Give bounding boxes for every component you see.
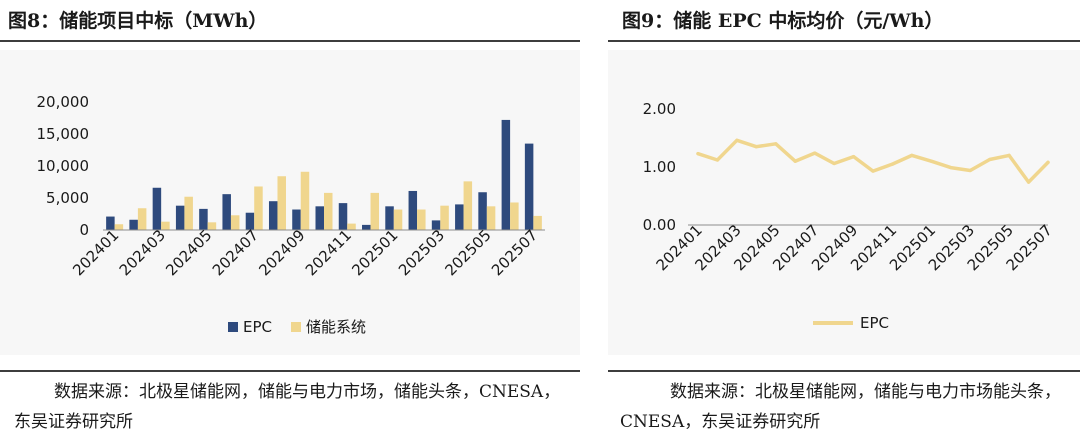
legend-label-epc: EPC — [243, 318, 272, 336]
x-tick-label: 202411 — [302, 226, 355, 279]
bar-epc-202404 — [175, 205, 185, 230]
bar-storage-202404 — [184, 196, 193, 230]
bar-epc-202406 — [222, 194, 231, 230]
figure-8-source: 数据来源：北极星储能网，储能与电力市场，储能头条，CNESA，东吴证券研究所 — [14, 382, 561, 432]
figure-left: 图8：储能项目中标（MWh） 0 5,000 10,000 15,000 20,000 2… — [0, 10, 580, 432]
data-point-202504 — [988, 157, 992, 162]
bar-epc-202401 — [106, 216, 115, 230]
x-tick-label: 202501 — [348, 226, 401, 279]
x-tick-label: 202401 — [69, 226, 122, 279]
legend-label-storage: 储能系统 — [306, 318, 366, 336]
data-point-202506 — [1026, 180, 1031, 184]
bar-storage-202403 — [161, 221, 170, 230]
data-point-202501 — [929, 159, 933, 163]
data-point-202403 — [735, 138, 739, 142]
data-point-202404 — [754, 145, 758, 149]
bar-storage-202401 — [114, 224, 124, 230]
data-point-202408 — [832, 161, 836, 166]
data-point-202406 — [793, 159, 797, 163]
bar-epc-202403 — [152, 187, 162, 230]
line-chart: 0.001.002.002024012024032024052024072024… — [643, 100, 1056, 332]
bar-epc-202411 — [338, 203, 348, 230]
y-tick-label: 0.00 — [643, 216, 676, 234]
bar-epc-202405 — [199, 208, 208, 230]
x-tick-label: 202507 — [488, 226, 541, 279]
title-rule — [608, 40, 1080, 42]
y-tick-label: 2.00 — [643, 100, 676, 118]
legend-label-epc: EPC — [860, 314, 889, 332]
data-point-202401 — [696, 152, 700, 156]
bar-epc-202507 — [524, 143, 534, 230]
bar-storage-202407 — [254, 186, 263, 230]
source-rule — [608, 370, 1080, 372]
x-tick-label: 202405 — [162, 226, 215, 279]
legend-swatch-epc — [228, 322, 238, 332]
bar-storage-202409 — [300, 171, 310, 230]
data-point-202502 — [949, 165, 953, 170]
bar-storage-202405 — [207, 222, 217, 230]
x-tick-label: 202407 — [209, 226, 262, 279]
x-tick-label: 202503 — [395, 226, 448, 279]
data-point-202405 — [774, 142, 778, 146]
bar-epc-202412 — [362, 224, 371, 230]
bar-epc-202402 — [129, 219, 138, 230]
bar-epc-202503 — [431, 220, 441, 230]
y-tick-label: 10,000 — [37, 157, 90, 175]
figure-right: 图9：储能 EPC 中标均价（元/Wh） 0.00 1.00 2.00 202401 2… — [608, 0, 1080, 445]
bar-chart: 05,00010,00015,00020,0002024012024032024… — [37, 93, 545, 336]
y-tick-label: 1.00 — [643, 158, 676, 176]
bar-epc-202407 — [245, 212, 255, 230]
bar-epc-202502 — [408, 190, 418, 230]
y-tick-label: 15,000 — [37, 125, 90, 143]
bar-epc-202410 — [315, 206, 324, 230]
bar-storage-202408 — [277, 176, 286, 230]
data-point-202409 — [851, 154, 856, 159]
y-tick-label: 20,000 — [37, 93, 90, 111]
title-rule — [0, 40, 580, 42]
bar-epc-202408 — [268, 201, 278, 230]
x-tick-label: 202403 — [116, 226, 169, 279]
figure-8-title: 图8：储能项目中标（MWh） — [8, 10, 268, 32]
legend-swatch-storage — [291, 322, 301, 332]
bar-epc-202505 — [478, 192, 487, 230]
y-tick-label: 0 — [79, 221, 89, 239]
bar-epc-202501 — [385, 206, 394, 230]
bar-storage-202406 — [230, 215, 240, 230]
bar-storage-202507 — [533, 215, 542, 230]
bar-epc-202504 — [455, 204, 464, 230]
bar-epc-202506 — [501, 119, 511, 230]
x-tick-label: 202409 — [255, 226, 308, 279]
bar-storage-202502 — [417, 209, 426, 230]
data-point-202507 — [1046, 160, 1050, 164]
bar-storage-202506 — [510, 202, 519, 230]
bar-storage-202503 — [440, 205, 449, 230]
bar-storage-202411 — [347, 223, 356, 230]
chart-background — [608, 50, 1080, 355]
y-tick-label: 5,000 — [46, 189, 89, 207]
bar-storage-202410 — [324, 192, 333, 230]
data-point-202503 — [968, 168, 972, 173]
source-rule — [0, 370, 580, 372]
bar-storage-202402 — [137, 208, 147, 230]
bar-storage-202412 — [370, 192, 380, 230]
data-point-202402 — [715, 158, 720, 162]
data-point-202411 — [890, 162, 895, 166]
bar-storage-202505 — [486, 206, 496, 230]
series-line-epc — [696, 138, 1050, 184]
bar-storage-202501 — [393, 209, 403, 230]
figure-9-title: 图9：储能 EPC 中标均价（元/Wh） — [622, 10, 944, 32]
data-point-202410 — [871, 169, 875, 173]
bar-epc-202409 — [292, 209, 301, 230]
bar-storage-202504 — [463, 181, 473, 230]
data-point-202505 — [1007, 153, 1011, 157]
figure-9-source: 数据来源：北极星储能网，储能与电力市场能头条，CNESA，东吴证券研究所 — [620, 382, 1061, 432]
data-point-202412 — [910, 153, 914, 157]
x-tick-label: 202505 — [441, 226, 494, 279]
data-point-202407 — [813, 151, 817, 155]
